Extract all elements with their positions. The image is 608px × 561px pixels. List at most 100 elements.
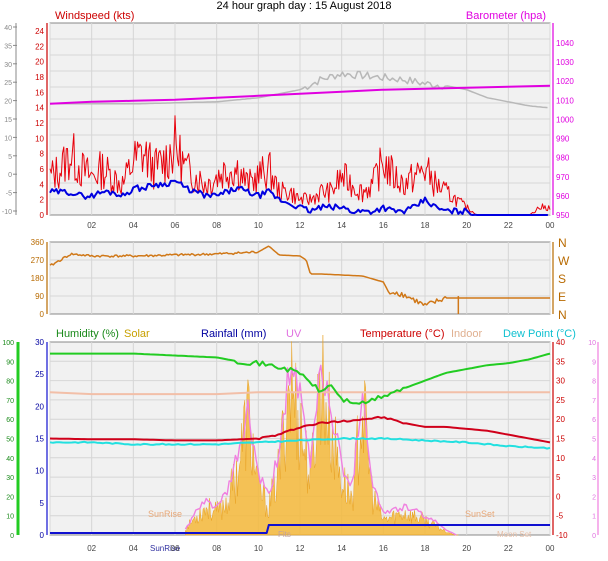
- baro-right-tick: 990: [556, 135, 570, 144]
- baro-right-tick: 1000: [556, 115, 574, 124]
- wind-left-tick: 14: [35, 104, 44, 113]
- dir-right-tick: E: [558, 290, 566, 304]
- temp-tick: 30: [556, 377, 565, 386]
- rain-tick: 5: [40, 499, 45, 508]
- env-x-tick: 06: [171, 544, 180, 553]
- humidity-line: [50, 352, 551, 405]
- baro-right-tick: 980: [556, 154, 570, 163]
- wind-x-tick: 22: [504, 221, 513, 230]
- temp-tick: 35: [556, 357, 565, 366]
- wind-x-tick: 04: [129, 221, 138, 230]
- dir-right-tick: W: [558, 254, 570, 268]
- wind-left-tick: 6: [40, 165, 45, 174]
- dir-left-tick: 360: [31, 238, 45, 247]
- rain-tick: 20: [35, 402, 44, 411]
- temp-tick: 25: [556, 396, 565, 405]
- page-title: 24 hour graph day : 15 August 2018: [216, 0, 392, 12]
- uv-tick: 5: [592, 437, 596, 444]
- env-legend-label: Temperature (°C): [360, 328, 444, 340]
- annotation-sunrise: SunRise: [148, 509, 182, 519]
- humidity-tick: 20: [6, 494, 14, 501]
- humidity-tick: 10: [6, 514, 14, 521]
- uv-tick: 6: [592, 417, 596, 424]
- annotation-sunset: SunSet: [465, 509, 495, 519]
- wind-x-tick: 14: [337, 221, 346, 230]
- wind-axis-label: Windspeed (kts): [55, 10, 134, 22]
- baro-right-tick: 960: [556, 192, 570, 201]
- temp-tick: 40: [556, 338, 565, 347]
- temp-tick: 10: [556, 454, 565, 463]
- temp-tick: 5: [556, 473, 561, 482]
- wind-left-tick: 0: [40, 211, 45, 220]
- wind-gust-line: [49, 115, 551, 216]
- uv-line: [184, 364, 457, 536]
- wind-x-tick: 18: [421, 221, 430, 230]
- dir-right-tick: N: [558, 308, 567, 322]
- wind-x-tick: 08: [212, 221, 221, 230]
- env-legend-label: Dew Point (°C): [503, 328, 576, 340]
- uv-tick: 1: [592, 514, 596, 521]
- solar-area: [185, 334, 459, 536]
- wind-outer-tick: 5: [8, 154, 12, 161]
- wind-x-tick: 00: [546, 221, 555, 230]
- wind-x-tick: 02: [87, 221, 96, 230]
- wind-x-tick: 20: [462, 221, 471, 230]
- baro-axis-label: Barometer (hpa): [466, 10, 546, 22]
- wind-left-tick: 4: [40, 180, 45, 189]
- env-x-tick: 20: [462, 544, 471, 553]
- wind-outer-tick: 25: [4, 80, 12, 87]
- rainfall-line: [50, 524, 550, 534]
- baro-right-tick: 970: [556, 173, 570, 182]
- uv-tick: 7: [592, 398, 596, 405]
- dir-left-tick: 180: [31, 274, 45, 283]
- env-x-tick: 22: [504, 544, 513, 553]
- uv-tick: 2: [592, 494, 596, 501]
- rain-tick: 30: [35, 338, 44, 347]
- env-legend-label: Humidity (%): [56, 328, 119, 340]
- wind-left-tick: 10: [35, 134, 44, 143]
- wind-outer-tick: 15: [4, 117, 12, 124]
- wind-x-tick: 10: [254, 221, 263, 230]
- rain-tick: 15: [35, 435, 44, 444]
- baro-right-tick: 1040: [556, 39, 574, 48]
- env-legend-label: Indoor: [451, 328, 483, 340]
- wind-left-tick: 24: [35, 27, 44, 36]
- wind-outer-tick: 0: [8, 172, 12, 179]
- wind-left-tick: 12: [35, 119, 44, 128]
- humidity-tick: 0: [10, 533, 14, 540]
- annotation-sunrise-bottom: SunRise: [150, 544, 181, 553]
- humidity-tick: 30: [6, 475, 14, 482]
- uv-tick: 3: [592, 475, 596, 482]
- humidity-tick: 60: [6, 417, 14, 424]
- wind-x-tick: 12: [296, 221, 305, 230]
- dir-line: [49, 245, 550, 306]
- temp-tick: 15: [556, 435, 565, 444]
- wind-outer-tick: 30: [4, 62, 12, 69]
- env-legend-label: UV: [286, 328, 302, 340]
- env-legend-label: Rainfall (mm): [201, 328, 266, 340]
- wind-outer-tick: -10: [2, 209, 12, 216]
- annotation-moonset: Moon Set: [497, 530, 532, 539]
- uv-tick: 9: [592, 359, 596, 366]
- dir-right-tick: N: [558, 236, 567, 250]
- humidity-tick: 70: [6, 398, 14, 405]
- humidity-tick: 80: [6, 379, 14, 386]
- humidity-tick: 50: [6, 437, 14, 444]
- uv-tick: 0: [592, 533, 596, 540]
- wind-x-tick: 16: [379, 221, 388, 230]
- env-x-tick: 08: [212, 544, 221, 553]
- temperature-line: [49, 415, 551, 444]
- baro-right-tick: 950: [556, 211, 570, 220]
- humidity-tick: 40: [6, 456, 14, 463]
- indoor-line: [49, 391, 550, 396]
- env-x-tick: 10: [254, 544, 263, 553]
- dir-left-tick: 90: [35, 292, 44, 301]
- uv-tick: 10: [588, 340, 596, 347]
- uv-tick: 8: [592, 379, 596, 386]
- env-x-tick: 00: [546, 544, 555, 553]
- wind-left-tick: 18: [35, 73, 44, 82]
- wind-avg-line: [49, 179, 548, 216]
- env-legend-label: Solar: [124, 328, 150, 340]
- rain-tick: 0: [40, 531, 45, 540]
